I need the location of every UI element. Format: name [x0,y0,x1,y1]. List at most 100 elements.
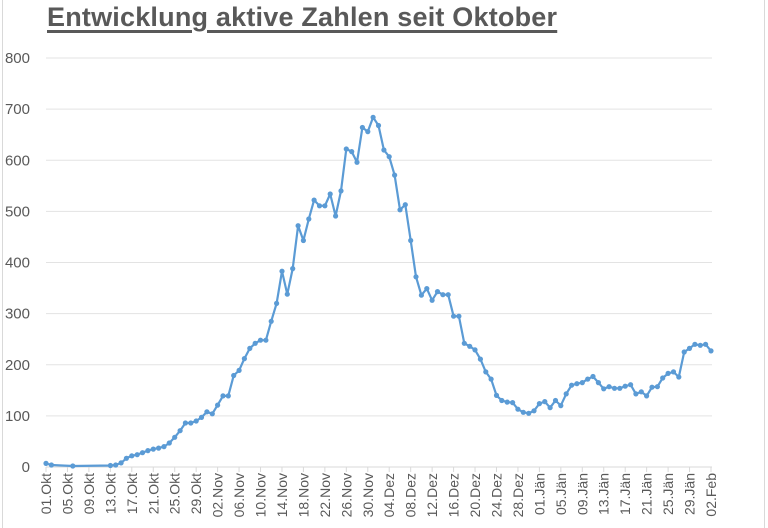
data-point [284,291,290,297]
gridlines [46,57,712,468]
data-point [263,337,269,343]
data-point [359,124,365,131]
y-tick-label: 200 [5,357,30,374]
x-tick-label: 05.Jän [553,473,569,515]
data-point [542,399,548,405]
data-point [402,202,408,208]
data-point [375,122,382,129]
x-tick-label: 14.Nov [274,473,290,517]
x-tick-label: 09.Okt [81,473,97,514]
x-tick-label: 28.Dez [510,473,526,517]
data-point [451,313,457,319]
data-point [697,342,703,348]
x-tick-label: 30.Nov [360,473,376,517]
y-tick-label: 0 [22,459,30,476]
data-point [225,393,231,399]
x-tick-label: 20.Dez [467,473,483,517]
data-point [156,445,162,451]
data-point [209,411,215,417]
x-tick-label: 21.Jän [639,473,655,515]
y-tick-label: 300 [5,306,30,323]
data-point [590,373,596,380]
data-point [198,414,205,420]
x-tick-label: 17.Jän [617,473,633,515]
data-point [601,386,607,392]
data-point [649,384,655,390]
data-point [343,146,349,152]
x-tick-label: 29.Okt [188,473,204,514]
data-point [654,384,661,390]
x-tick-label: 29.Jän [682,473,698,515]
x-tick-label: 04.Dez [381,473,397,517]
x-tick-label: 02.Nov [210,473,226,517]
data-point [172,434,178,440]
data-point [392,172,398,178]
data-point [569,382,575,388]
data-point [617,385,623,391]
data-point [531,408,537,414]
data-point [123,455,129,461]
data-point [295,223,301,229]
y-tick-label: 800 [5,50,30,67]
x-tick-label: 09.Jän [574,473,590,515]
data-point [370,114,376,120]
data-point [279,268,285,274]
x-tick-label: 10.Nov [253,473,269,517]
data-point [681,349,687,355]
x-tick-label: 13.Okt [102,473,118,514]
data-point [547,405,553,411]
data-point [440,292,446,298]
data-point [499,397,505,404]
data-point [48,462,55,468]
data-point [692,341,698,347]
x-tick-label: 18.Nov [295,473,311,517]
data-point [300,237,306,244]
data-point [558,403,564,409]
data-point [633,391,639,397]
series-line [45,116,712,468]
data-point [483,369,489,375]
x-tick-label: 02.Feb [703,473,719,517]
data-point [493,392,500,398]
x-tick-label: 26.Nov [338,473,354,517]
data-point [311,197,317,203]
data-point [204,409,210,415]
data-point [107,462,113,469]
data-point [327,191,333,197]
data-point [686,345,693,351]
data-point [477,356,483,362]
data-point [354,159,360,165]
data-point [349,149,355,155]
data-point [408,237,414,244]
data-point [381,147,387,153]
data-point [333,213,339,219]
data-point [429,297,435,303]
data-point [70,463,76,469]
x-tick-label: 01.Okt [38,473,54,514]
data-point [182,420,188,426]
data-point [177,428,183,434]
x-tick-label: 01.Jän [531,473,547,515]
data-point [43,460,49,466]
x-tick-label: 25.Okt [167,473,183,514]
data-point [386,154,392,160]
data-point [552,397,559,404]
data-point [397,207,403,213]
data-point [306,216,312,222]
data-point [488,376,494,382]
x-axis: 01.Okt 05.Okt 09.Okt 13.Okt 17.Okt 21.Okt 25.O… [38,466,719,517]
data-point [574,381,580,387]
data-point [231,372,237,379]
data-point [660,375,666,381]
y-tick-label: 500 [5,203,30,220]
y-axis-ticks: 0 100 200 300 400 500 600 700 800 [5,50,30,476]
data-point [461,340,467,346]
data-point [418,292,424,298]
data-point [434,289,441,295]
data-point [676,374,682,380]
data-point [188,420,194,426]
data-point [670,369,677,375]
data-point [595,380,602,386]
